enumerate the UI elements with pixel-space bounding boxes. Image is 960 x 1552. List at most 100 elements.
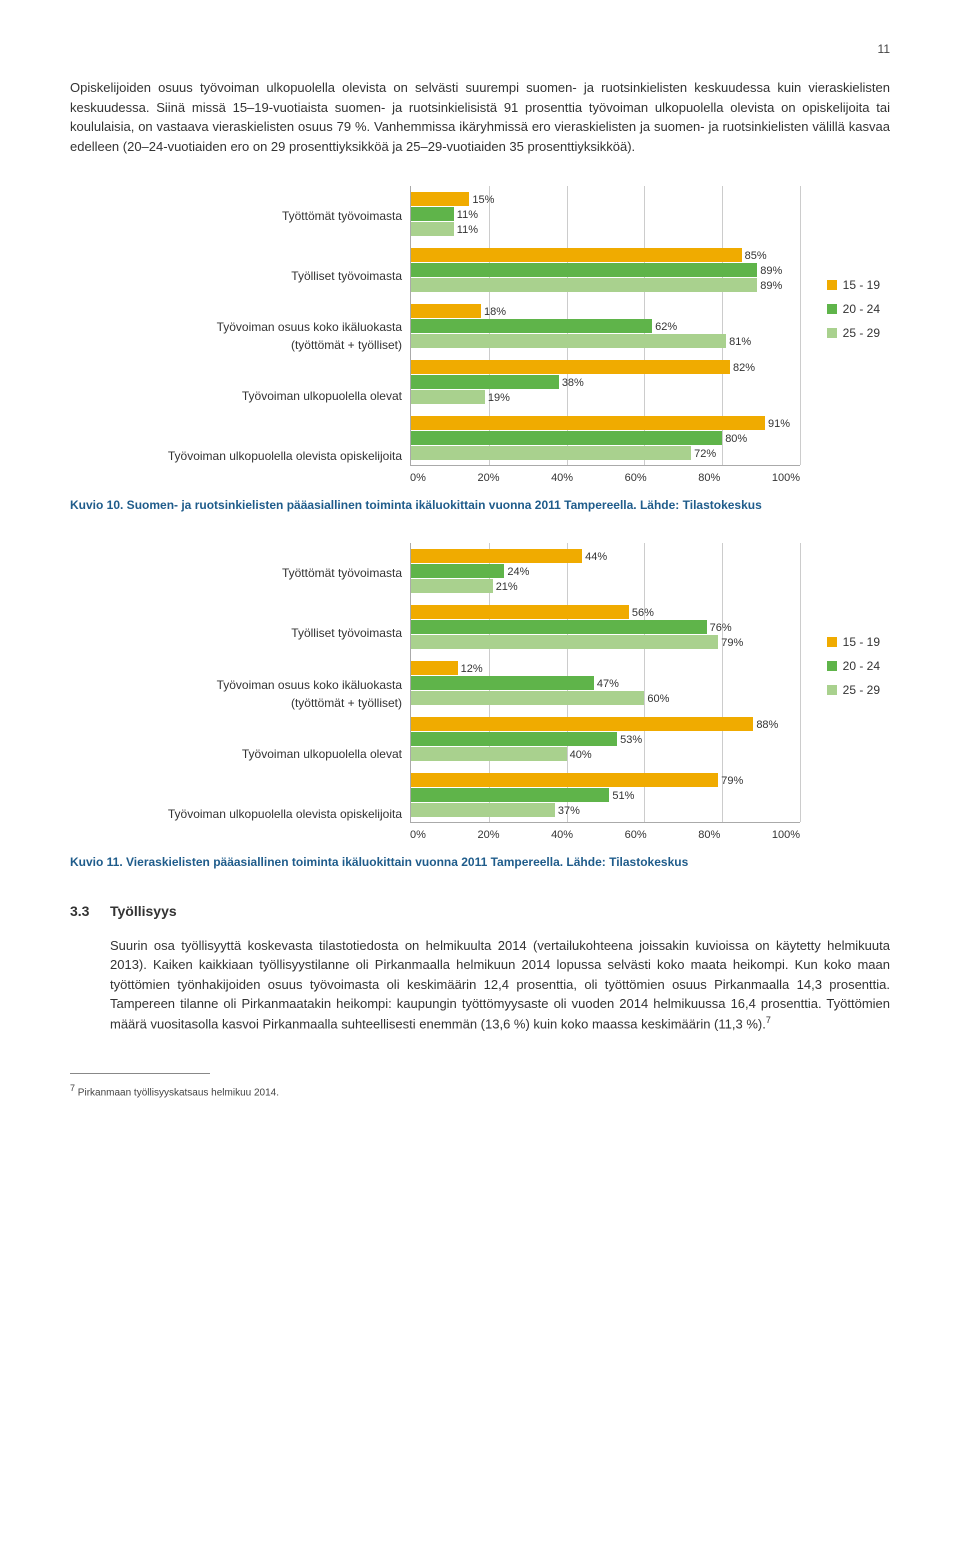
chart-bar-value: 38% <box>562 375 584 392</box>
chart-group: 91%80%72% <box>411 410 800 466</box>
legend-item: 20 - 24 <box>827 300 880 318</box>
chart-category-label: Työvoiman osuus koko ikäluokasta (työttö… <box>160 666 402 722</box>
chart-bar <box>411 605 629 619</box>
chart-bar <box>411 620 707 634</box>
chart-group: 88%53%40% <box>411 711 800 767</box>
chart-category-label: Työvoiman osuus koko ikäluokasta (työttö… <box>160 308 402 364</box>
chart-bar <box>411 661 458 675</box>
paragraph-2: Suurin osa työllisyyttä koskevasta tilas… <box>110 936 890 1034</box>
chart-bar <box>411 207 454 221</box>
chart-category-label: Työvoiman ulkopuolella olevista opiskeli… <box>160 786 402 842</box>
chart-bar-value: 11% <box>457 222 478 239</box>
legend-swatch <box>827 328 837 338</box>
chart-bar <box>411 431 722 445</box>
chart-bar <box>411 304 481 318</box>
legend-label: 15 - 19 <box>843 276 880 294</box>
chart-bar <box>411 732 617 746</box>
x-axis-tick: 60% <box>625 827 647 844</box>
chart-bar <box>411 446 691 460</box>
chart-bar-value: 79% <box>721 635 743 652</box>
chart-category-label: Työvoiman ulkopuolella olevat <box>160 368 402 424</box>
chart-bar <box>411 635 718 649</box>
chart-bar-value: 44% <box>585 549 607 566</box>
legend-label: 25 - 29 <box>843 324 880 342</box>
chart-1: Työttömät työvoimastaTyölliset työvoimas… <box>160 186 800 487</box>
chart-bar <box>411 263 757 277</box>
legend-swatch <box>827 685 837 695</box>
chart-bar-value: 80% <box>725 431 747 448</box>
chart-bar <box>411 222 454 236</box>
legend-swatch <box>827 661 837 671</box>
chart-bar-value: 60% <box>647 691 669 708</box>
chart-bar-value: 89% <box>760 278 782 295</box>
chart-bar <box>411 416 765 430</box>
chart-category-label: Työttömät työvoimasta <box>160 188 402 244</box>
gridline <box>800 186 801 465</box>
chart-bar <box>411 278 757 292</box>
chart-category-label: Työvoiman ulkopuolella olevista opiskeli… <box>160 428 402 484</box>
section-heading: 3.3 Työllisyys <box>70 901 890 922</box>
chart-group: 18%62%81% <box>411 298 800 354</box>
chart-bar <box>411 747 567 761</box>
chart-bar <box>411 676 594 690</box>
footnote-number: 7 <box>70 1083 75 1093</box>
legend-item: 25 - 29 <box>827 324 880 342</box>
chart-category-label: Työlliset työvoimasta <box>160 605 402 661</box>
x-axis-tick: 80% <box>698 470 720 487</box>
chart-bar <box>411 803 555 817</box>
chart-bar-value: 88% <box>756 717 778 734</box>
legend-label: 20 - 24 <box>843 657 880 675</box>
x-axis-tick: 80% <box>698 827 720 844</box>
chart-bar <box>411 788 609 802</box>
chart-bar-value: 79% <box>721 773 743 790</box>
chart-bar <box>411 717 753 731</box>
chart-bar <box>411 334 726 348</box>
footnote-ref: 7 <box>766 1015 771 1025</box>
section-number: 3.3 <box>70 901 110 922</box>
footnote: 7 Pirkanmaan työllisyyskatsaus helmikuu … <box>70 1082 890 1100</box>
chart-group: 44%24%21% <box>411 543 800 599</box>
x-axis-tick: 40% <box>551 470 573 487</box>
chart-bar-value: 53% <box>620 732 642 749</box>
chart-bar-value: 51% <box>612 788 634 805</box>
x-axis-tick: 100% <box>772 827 800 844</box>
legend-item: 15 - 19 <box>827 276 880 294</box>
legend-swatch <box>827 304 837 314</box>
chart-bar <box>411 192 469 206</box>
chart-bar-value: 81% <box>729 334 751 351</box>
paragraph-2-text: Suurin osa työllisyyttä koskevasta tilas… <box>110 938 890 1031</box>
chart-bar-value: 19% <box>488 390 510 407</box>
section-title: Työllisyys <box>110 901 177 922</box>
legend-item: 20 - 24 <box>827 657 880 675</box>
x-axis-tick: 40% <box>551 827 573 844</box>
legend-swatch <box>827 280 837 290</box>
legend-label: 25 - 29 <box>843 681 880 699</box>
footnote-text: Pirkanmaan työllisyyskatsaus helmikuu 20… <box>78 1088 279 1099</box>
chart-bar-value: 21% <box>496 579 518 596</box>
chart-group: 15%11%11% <box>411 186 800 242</box>
chart-bar <box>411 549 582 563</box>
chart-category-label: Työttömät työvoimasta <box>160 545 402 601</box>
chart-bar-value: 37% <box>558 803 580 820</box>
chart-category-label: Työlliset työvoimasta <box>160 248 402 304</box>
chart-group: 85%89%89% <box>411 242 800 298</box>
x-axis-tick: 0% <box>410 470 426 487</box>
legend-item: 15 - 19 <box>827 633 880 651</box>
legend-swatch <box>827 637 837 647</box>
legend-label: 15 - 19 <box>843 633 880 651</box>
legend-item: 25 - 29 <box>827 681 880 699</box>
chart-2: Työttömät työvoimastaTyölliset työvoimas… <box>160 543 800 844</box>
chart-bar <box>411 248 742 262</box>
x-axis-tick: 100% <box>772 470 800 487</box>
chart-1-caption: Kuvio 10. Suomen- ja ruotsinkielisten pä… <box>70 497 890 514</box>
x-axis-tick: 20% <box>477 470 499 487</box>
paragraph-1: Opiskelijoiden osuus työvoiman ulkopuole… <box>70 78 890 156</box>
chart-2-caption: Kuvio 11. Vieraskielisten pääasiallinen … <box>70 854 890 871</box>
chart-group: 56%76%79% <box>411 599 800 655</box>
chart-bar <box>411 360 730 374</box>
gridline <box>800 543 801 822</box>
chart-bar <box>411 564 504 578</box>
x-axis-tick: 20% <box>477 827 499 844</box>
chart-bar <box>411 375 559 389</box>
x-axis-tick: 60% <box>625 470 647 487</box>
